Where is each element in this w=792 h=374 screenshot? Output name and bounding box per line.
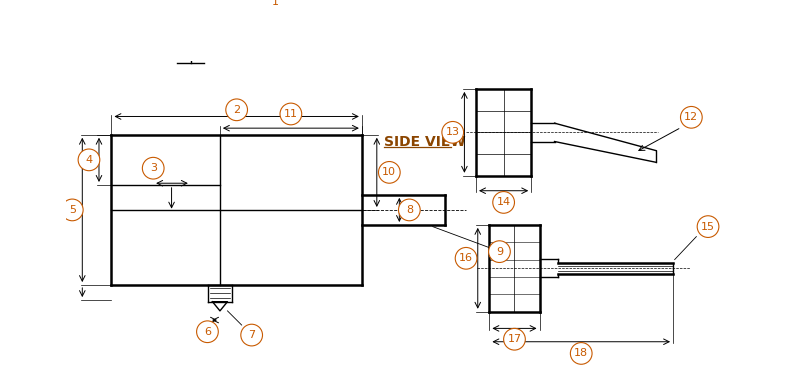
Circle shape: [196, 321, 219, 343]
Text: 4: 4: [86, 155, 93, 165]
Text: 13: 13: [446, 127, 459, 137]
Circle shape: [570, 343, 592, 364]
Text: 14: 14: [497, 197, 511, 208]
Circle shape: [280, 103, 302, 125]
Circle shape: [78, 149, 100, 171]
Circle shape: [680, 107, 703, 128]
Circle shape: [504, 328, 525, 350]
Circle shape: [241, 324, 262, 346]
Text: 3: 3: [150, 163, 157, 173]
Circle shape: [489, 241, 510, 263]
Text: 17: 17: [508, 334, 522, 344]
Circle shape: [192, 40, 201, 49]
Text: 9: 9: [496, 246, 503, 257]
Circle shape: [379, 162, 400, 183]
Circle shape: [442, 122, 463, 143]
Text: 1: 1: [272, 0, 280, 7]
Text: 5: 5: [69, 205, 76, 215]
Text: 6: 6: [204, 327, 211, 337]
Text: 16: 16: [459, 253, 473, 263]
Text: SIDE VIEW: SIDE VIEW: [384, 135, 466, 148]
Text: 18: 18: [574, 349, 588, 358]
Circle shape: [62, 199, 83, 221]
Text: 15: 15: [701, 222, 715, 232]
Text: 8: 8: [406, 205, 413, 215]
Text: 11: 11: [284, 109, 298, 119]
Circle shape: [493, 191, 515, 213]
Circle shape: [697, 216, 719, 237]
Text: 7: 7: [248, 330, 255, 340]
Circle shape: [265, 0, 287, 13]
Text: 12: 12: [684, 112, 699, 122]
Circle shape: [226, 99, 247, 121]
Circle shape: [455, 248, 477, 269]
Text: 2: 2: [233, 105, 240, 115]
Text: 10: 10: [383, 168, 396, 177]
Circle shape: [398, 199, 421, 221]
Circle shape: [143, 157, 164, 179]
